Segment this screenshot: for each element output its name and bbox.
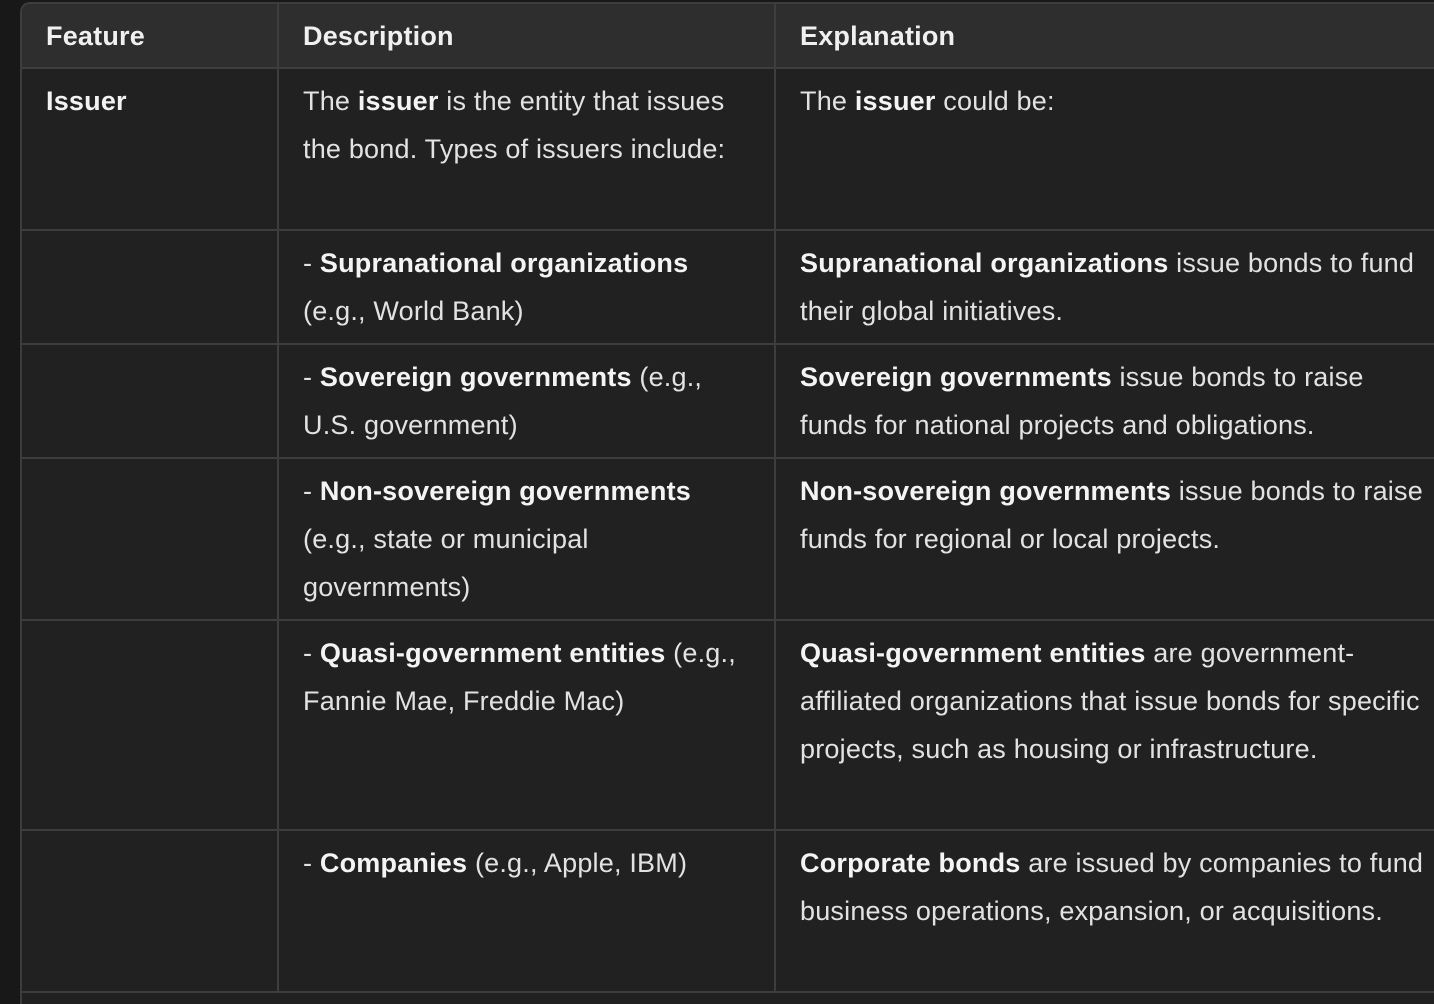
explanation-text: issue bonds to fund their global initiat…	[800, 248, 1415, 326]
description-cell: The issuer is the entity that issues the…	[278, 68, 776, 231]
description-term: Non-sovereign governments	[319, 476, 691, 506]
table-row: - Supranational organizations (e.g., Wor…	[22, 230, 1434, 345]
description-prefix: The	[303, 86, 358, 116]
header-row: Feature Description Explanation	[22, 4, 1434, 69]
explanation-term: Sovereign governments	[800, 362, 1112, 392]
description-term: issuer	[357, 86, 439, 116]
description-text: is the entity that issues the bond. Type…	[303, 86, 726, 164]
description-prefix: -	[303, 248, 320, 278]
description-term: Quasi-government entities	[319, 638, 666, 668]
table-row: Issuer The issuer is the entity that iss…	[22, 68, 1434, 231]
explanation-cell: Corporate bonds are issued by companies …	[775, 830, 1434, 993]
description-text: (e.g., World Bank)	[303, 296, 524, 326]
explanation-text: issue bonds to raise funds for national …	[800, 362, 1364, 440]
description-prefix: -	[303, 476, 320, 506]
explanation-cell: Sovereign governments issue bonds to rai…	[775, 344, 1434, 459]
description-cell: - Sovereign governments (e.g., U.S. gove…	[278, 344, 776, 459]
explanation-term: Non-sovereign governments	[800, 476, 1172, 506]
feature-cell	[22, 344, 279, 459]
table-row: - Companies (e.g., Apple, IBM) Corporate…	[22, 830, 1434, 993]
explanation-cell: Non-sovereign governments issue bonds to…	[775, 458, 1434, 621]
explanation-prefix: The	[800, 86, 855, 116]
description-term: Companies	[319, 848, 468, 878]
header-explanation: Explanation	[775, 4, 1434, 69]
explanation-cell: Supranational organizations issue bonds …	[775, 230, 1434, 345]
description-cell: - Companies (e.g., Apple, IBM)	[278, 830, 776, 993]
description-text: (e.g., Apple, IBM)	[467, 848, 688, 878]
table-row: - Quasi-government entities (e.g., Fanni…	[22, 620, 1434, 831]
table-row: - Sovereign governments (e.g., U.S. gove…	[22, 344, 1434, 459]
feature-cell	[22, 458, 279, 621]
explanation-term: Supranational organizations	[800, 248, 1169, 278]
description-prefix: -	[303, 638, 320, 668]
feature-cell: Issuer	[22, 68, 279, 231]
description-cell: - Supranational organizations (e.g., Wor…	[278, 230, 776, 345]
feature-cell	[22, 620, 279, 831]
explanation-term: issuer	[854, 86, 936, 116]
table-container: Feature Description Explanation Issuer T…	[20, 2, 1434, 1004]
description-text: (e.g., Fannie Mae, Freddie Mac)	[303, 638, 736, 716]
explanation-text: could be:	[935, 86, 1055, 116]
table-header: Feature Description Explanation	[22, 4, 1434, 69]
explanation-text: issue bonds to raise funds for regional …	[800, 476, 1423, 554]
description-prefix: -	[303, 848, 320, 878]
explanation-term: Quasi-government entities	[800, 638, 1146, 668]
feature-cell	[22, 230, 279, 345]
description-text: (e.g., U.S. government)	[303, 362, 703, 440]
description-prefix: -	[303, 362, 320, 392]
description-cell: - Non-sovereign governments (e.g., state…	[278, 458, 776, 621]
description-cell: - Quasi-government entities (e.g., Fanni…	[278, 620, 776, 831]
explanation-term: Corporate bonds	[800, 848, 1021, 878]
description-text: (e.g., state or municipal governments)	[303, 524, 589, 602]
description-term: Supranational organizations	[319, 248, 689, 278]
description-term: Sovereign governments	[319, 362, 632, 392]
header-description: Description	[278, 4, 776, 69]
table-row: - Non-sovereign governments (e.g., state…	[22, 458, 1434, 621]
explanation-cell: Quasi-government entities are government…	[775, 620, 1434, 831]
explanation-text: are issued by companies to fund business…	[800, 848, 1424, 926]
bond-features-table: Feature Description Explanation Issuer T…	[22, 4, 1434, 993]
header-feature: Feature	[22, 4, 279, 69]
explanation-cell: The issuer could be:	[775, 68, 1434, 231]
table-body: Issuer The issuer is the entity that iss…	[22, 68, 1434, 993]
feature-cell	[22, 830, 279, 993]
explanation-text: are government-affiliated organizations …	[800, 638, 1420, 764]
